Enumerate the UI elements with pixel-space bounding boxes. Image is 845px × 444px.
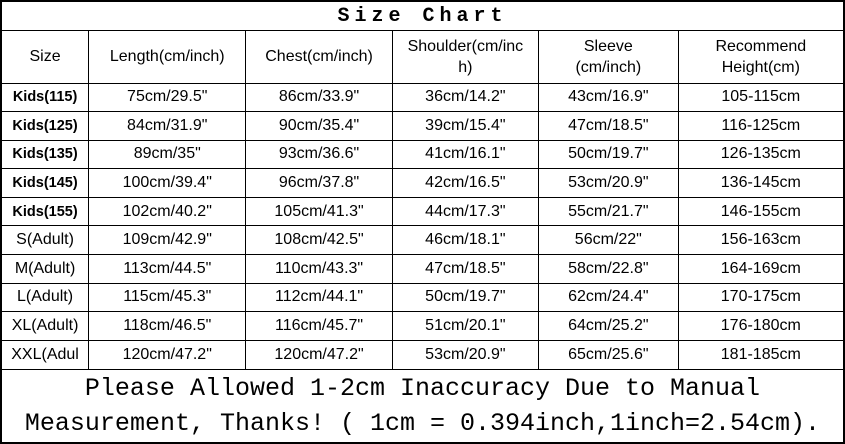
size-cell: M(Adult) (1, 254, 90, 284)
height-cell: 181-185cm (677, 339, 844, 370)
table-row: M(Adult) 113cm/44.5" 110cm/43.3" 47cm/18… (1, 254, 844, 284)
shoulder-cell: 47cm/18.5" (391, 254, 540, 284)
height-cell: 126-135cm (677, 139, 844, 170)
size-cell: Kids(155) (1, 196, 90, 227)
chest-cell: 108cm/42.5" (245, 225, 393, 256)
chest-cell: 112cm/44.1" (245, 282, 393, 313)
height-cell: 176-180cm (677, 311, 844, 341)
column-header-height: Recommend Height(cm) (677, 30, 844, 84)
length-cell: 102cm/40.2" (88, 196, 247, 227)
chest-cell: 90cm/35.4" (245, 111, 393, 141)
height-cell: 116-125cm (677, 111, 844, 141)
sleeve-cell: 58cm/22.8" (538, 254, 679, 284)
table-row: Kids(155) 102cm/40.2" 105cm/41.3" 44cm/1… (1, 196, 844, 227)
column-header-chest: Chest(cm/inch) (245, 30, 393, 84)
size-cell: Kids(145) (1, 168, 90, 198)
length-cell: 115cm/45.3" (88, 282, 247, 313)
sleeve-cell: 62cm/24.4" (538, 282, 679, 313)
height-cell: 170-175cm (677, 282, 844, 313)
table-row: S(Adult) 109cm/42.9" 108cm/42.5" 46cm/18… (1, 225, 844, 256)
sleeve-cell: 43cm/16.9" (538, 82, 679, 113)
length-cell: 75cm/29.5" (88, 82, 247, 113)
measurement-note: Please Allowed 1-2cm Inaccuracy Due to M… (2, 369, 843, 442)
size-cell: XL(Adult) (1, 311, 90, 341)
sleeve-cell: 56cm/22" (538, 225, 679, 256)
sleeve-cell: 55cm/21.7" (538, 196, 679, 227)
table-row: L(Adult) 115cm/45.3" 112cm/44.1" 50cm/19… (1, 282, 844, 313)
shoulder-cell: 46cm/18.1" (391, 225, 540, 256)
chest-cell: 116cm/45.7" (245, 311, 393, 341)
shoulder-cell: 53cm/20.9" (391, 339, 540, 370)
shoulder-cell: 44cm/17.3" (391, 196, 540, 227)
shoulder-cell: 50cm/19.7" (391, 282, 540, 313)
sleeve-cell: 65cm/25.6" (538, 339, 679, 370)
length-cell: 118cm/46.5" (88, 311, 247, 341)
size-cell: L(Adult) (1, 282, 90, 313)
column-header-shoulder: Shoulder(cm/inc h) (391, 30, 540, 84)
table-row: Kids(145) 100cm/39.4" 96cm/37.8" 42cm/16… (1, 168, 844, 198)
chart-title: Size Chart (2, 2, 843, 31)
size-cell: Kids(135) (1, 139, 90, 170)
length-cell: 84cm/31.9" (88, 111, 247, 141)
height-cell: 105-115cm (677, 82, 844, 113)
length-cell: 109cm/42.9" (88, 225, 247, 256)
length-cell: 120cm/47.2" (88, 339, 247, 370)
size-table: Size Length(cm/inch) Chest(cm/inch) Shou… (1, 30, 844, 370)
chest-cell: 86cm/33.9" (245, 82, 393, 113)
size-cell: XXL(Adul (1, 339, 90, 370)
chest-cell: 120cm/47.2" (245, 339, 393, 370)
length-cell: 100cm/39.4" (88, 168, 247, 198)
sleeve-cell: 53cm/20.9" (538, 168, 679, 198)
shoulder-cell: 51cm/20.1" (391, 311, 540, 341)
table-row: Kids(125) 84cm/31.9" 90cm/35.4" 39cm/15.… (1, 111, 844, 141)
height-cell: 164-169cm (677, 254, 844, 284)
chest-cell: 96cm/37.8" (245, 168, 393, 198)
shoulder-cell: 42cm/16.5" (391, 168, 540, 198)
table-row: Kids(135) 89cm/35" 93cm/36.6" 41cm/16.1"… (1, 139, 844, 170)
column-header-sleeve: Sleeve (cm/inch) (538, 30, 679, 84)
table-row: Kids(115) 75cm/29.5" 86cm/33.9" 36cm/14.… (1, 82, 844, 113)
shoulder-cell: 36cm/14.2" (391, 82, 540, 113)
size-cell: Kids(125) (1, 111, 90, 141)
sleeve-cell: 47cm/18.5" (538, 111, 679, 141)
length-cell: 89cm/35" (88, 139, 247, 170)
table-row: XXL(Adul 120cm/47.2" 120cm/47.2" 53cm/20… (1, 339, 844, 370)
length-cell: 113cm/44.5" (88, 254, 247, 284)
header-row: Size Length(cm/inch) Chest(cm/inch) Shou… (1, 30, 844, 84)
size-cell: Kids(115) (1, 82, 90, 113)
shoulder-cell: 41cm/16.1" (391, 139, 540, 170)
column-header-size: Size (1, 30, 90, 84)
chest-cell: 93cm/36.6" (245, 139, 393, 170)
size-cell: S(Adult) (1, 225, 90, 256)
height-cell: 136-145cm (677, 168, 844, 198)
height-cell: 156-163cm (677, 225, 844, 256)
shoulder-cell: 39cm/15.4" (391, 111, 540, 141)
sleeve-cell: 50cm/19.7" (538, 139, 679, 170)
sleeve-cell: 64cm/25.2" (538, 311, 679, 341)
chest-cell: 105cm/41.3" (245, 196, 393, 227)
height-cell: 146-155cm (677, 196, 844, 227)
chest-cell: 110cm/43.3" (245, 254, 393, 284)
table-row: XL(Adult) 118cm/46.5" 116cm/45.7" 51cm/2… (1, 311, 844, 341)
column-header-length: Length(cm/inch) (88, 30, 247, 84)
